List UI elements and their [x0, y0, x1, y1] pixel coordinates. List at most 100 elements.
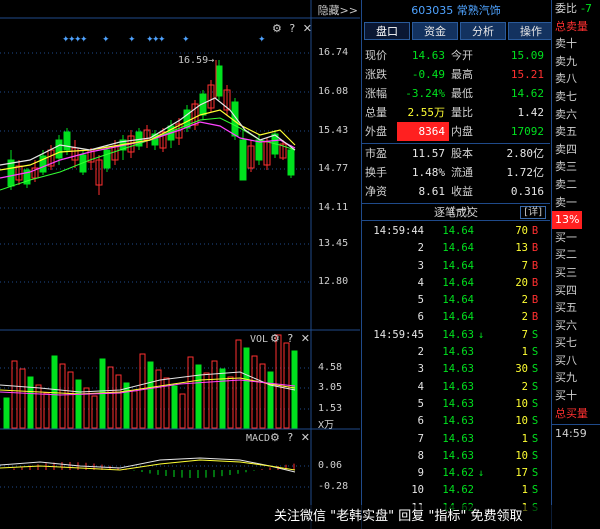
hide-panel-button[interactable]: 隐藏>> [317, 4, 358, 17]
tick-time: 6 [417, 311, 424, 324]
help-icon[interactable]: ? [287, 332, 294, 345]
volume-bar [155, 369, 162, 429]
settings-icon[interactable]: ⚙ [270, 431, 280, 444]
sell-level[interactable]: 卖九 [555, 54, 577, 68]
tick-row[interactable]: 6 14.64 2 B [362, 309, 550, 326]
tick-row[interactable]: 5 14.63 10 S [362, 396, 550, 413]
price-axis-label: 16.74 [318, 47, 349, 58]
price-axis-label: 16.08 [318, 86, 349, 97]
buy-level[interactable]: 买四 [555, 283, 577, 297]
tick-time: 6 [417, 415, 424, 428]
tick-arrow-icon [474, 223, 488, 240]
tab-pankou[interactable]: 盘口 [364, 22, 410, 40]
tick-price: 14.64 [442, 225, 474, 237]
sell-level[interactable]: 卖六 [555, 107, 577, 121]
buy-level[interactable]: 买三 [555, 265, 577, 279]
tick-row[interactable]: 9 14.62 ↓ 17 S [362, 465, 550, 482]
buy-level[interactable]: 买六 [555, 318, 577, 332]
settings-icon[interactable]: ⚙ [270, 332, 280, 345]
tick-arrow-icon [474, 361, 488, 378]
tick-row[interactable]: 3 14.64 7 B [362, 258, 550, 275]
tick-row[interactable]: 8 14.63 10 S [362, 448, 550, 465]
tick-list-title: 逐笔成交 [434, 206, 478, 219]
help-icon[interactable]: ? [289, 22, 296, 35]
kline-chart-svg[interactable]: ✦✦✦✦ ✦ ✦ ✦✦✦ ✦ ✦ [0, 0, 360, 529]
tick-arrow-icon [474, 275, 488, 292]
quote-label: 收益(一) [451, 185, 473, 217]
tick-arrow-icon [474, 344, 488, 361]
tick-detail-button[interactable]: [详] [520, 206, 546, 219]
tick-time: 7 [417, 432, 424, 445]
tick-row[interactable]: 4 14.64 20 B [362, 275, 550, 292]
sell-level[interactable]: 卖二 [555, 177, 577, 191]
sell-level[interactable]: 卖七 [555, 89, 577, 103]
sell-level[interactable]: 卖八 [555, 72, 577, 86]
tick-time: 8 [417, 449, 424, 462]
sell-level[interactable]: 卖三 [555, 160, 577, 174]
tick-row[interactable]: 14:59:45 14.63 ↓ 7 S [362, 327, 550, 344]
tick-row[interactable]: 10 14.62 1 S [362, 482, 550, 499]
sell-level[interactable]: 卖五 [555, 125, 577, 139]
quote-row: 现价 14.63 今开 15.09 [362, 46, 550, 65]
tick-side: S [531, 484, 539, 497]
tab-zijin[interactable]: 资金 [412, 22, 458, 40]
tick-row[interactable]: 4 14.63 2 S [362, 379, 550, 396]
quote-label: 今开 [451, 49, 473, 62]
buy-level[interactable]: 买二 [555, 248, 577, 262]
tick-row[interactable]: 6 14.63 10 S [362, 413, 550, 430]
quote-value: 1.42 [517, 106, 545, 119]
settings-icon[interactable]: ⚙ [272, 22, 282, 35]
tick-arrow-icon [474, 258, 488, 275]
help-icon[interactable]: ? [287, 431, 294, 444]
tick-list[interactable]: 14:59:44 14.64 70 B 2 14.64 13 B 3 14.64 7 B 4 14.64 2… [362, 223, 550, 517]
tick-time: 4 [417, 380, 424, 393]
tick-side: B [531, 294, 539, 307]
sell-level[interactable]: 卖四 [555, 142, 577, 156]
kline-chart-area[interactable]: ✦ ✦ ✦ ✦ ✦ ✦ ✦ ✦ ✦ ✦ ✦ 隐藏>> ⚙ ? ✕ 16.59→ 16.74 16.0… [0, 0, 360, 529]
buy-level[interactable]: 买五 [555, 301, 577, 315]
close-icon[interactable]: ✕ [302, 22, 312, 35]
quote-label: 净资 [365, 185, 387, 198]
close-icon[interactable]: ✕ [300, 332, 310, 345]
tick-price: 14.63 [442, 415, 474, 428]
buy-level[interactable]: 买一 [555, 230, 577, 244]
tick-price: 14.64 [442, 259, 474, 272]
tick-row[interactable]: 2 14.63 1 S [362, 344, 550, 361]
tick-price: 14.64 [442, 311, 474, 324]
macd-panel-icons: ⚙ ? ✕ [266, 431, 310, 444]
buy-level[interactable]: 买十 [555, 389, 577, 403]
tick-arrow-icon [474, 431, 488, 448]
tick-row[interactable]: 14:59:44 14.64 70 B [362, 223, 550, 240]
tick-arrow-icon: ↓ [477, 468, 485, 480]
tick-row[interactable]: 3 14.63 30 S [362, 361, 550, 378]
quote-value: 14.63 [411, 49, 445, 62]
stock-title[interactable]: 603035 常熟汽饰 [411, 4, 501, 17]
tab-fenxi[interactable]: 分析 [460, 22, 506, 40]
tick-row[interactable]: 2 14.64 13 B [362, 240, 550, 257]
event-marker-icon: ✦ [152, 35, 160, 45]
quote-value: 15.21 [510, 68, 544, 81]
tick-side: S [531, 363, 539, 376]
tick-row[interactable]: 7 14.63 1 S [362, 431, 550, 448]
tab-caozuo[interactable]: 操作 [508, 22, 554, 40]
tick-time: 14:59:45 [373, 328, 424, 341]
buy-level[interactable]: 买七 [555, 336, 577, 350]
sell-level[interactable]: 卖一 [555, 195, 577, 209]
volume-bar [219, 368, 226, 429]
panel-tabs: 盘口 资金 分析 操作 [362, 22, 554, 40]
volume-bar [43, 392, 50, 429]
close-icon[interactable]: ✕ [300, 431, 310, 444]
buy-level[interactable]: 买九 [555, 371, 577, 385]
buy-level[interactable]: 买八 [555, 353, 577, 367]
candle-body [287, 149, 295, 176]
volume-bar [259, 363, 266, 429]
macd-axis-label: -0.28 [318, 481, 349, 492]
quote-row: 涨跌 -0.49 最高 15.21 [362, 65, 550, 84]
quote-label: 股本 [451, 147, 473, 160]
vol-axis-label: 1.53 [318, 403, 343, 414]
tick-side: B [531, 225, 539, 237]
vol-ma5-line [0, 371, 296, 393]
sell-level[interactable]: 卖十 [555, 37, 577, 51]
tick-price: 14.63 [442, 328, 474, 341]
tick-row[interactable]: 5 14.64 2 B [362, 292, 550, 309]
